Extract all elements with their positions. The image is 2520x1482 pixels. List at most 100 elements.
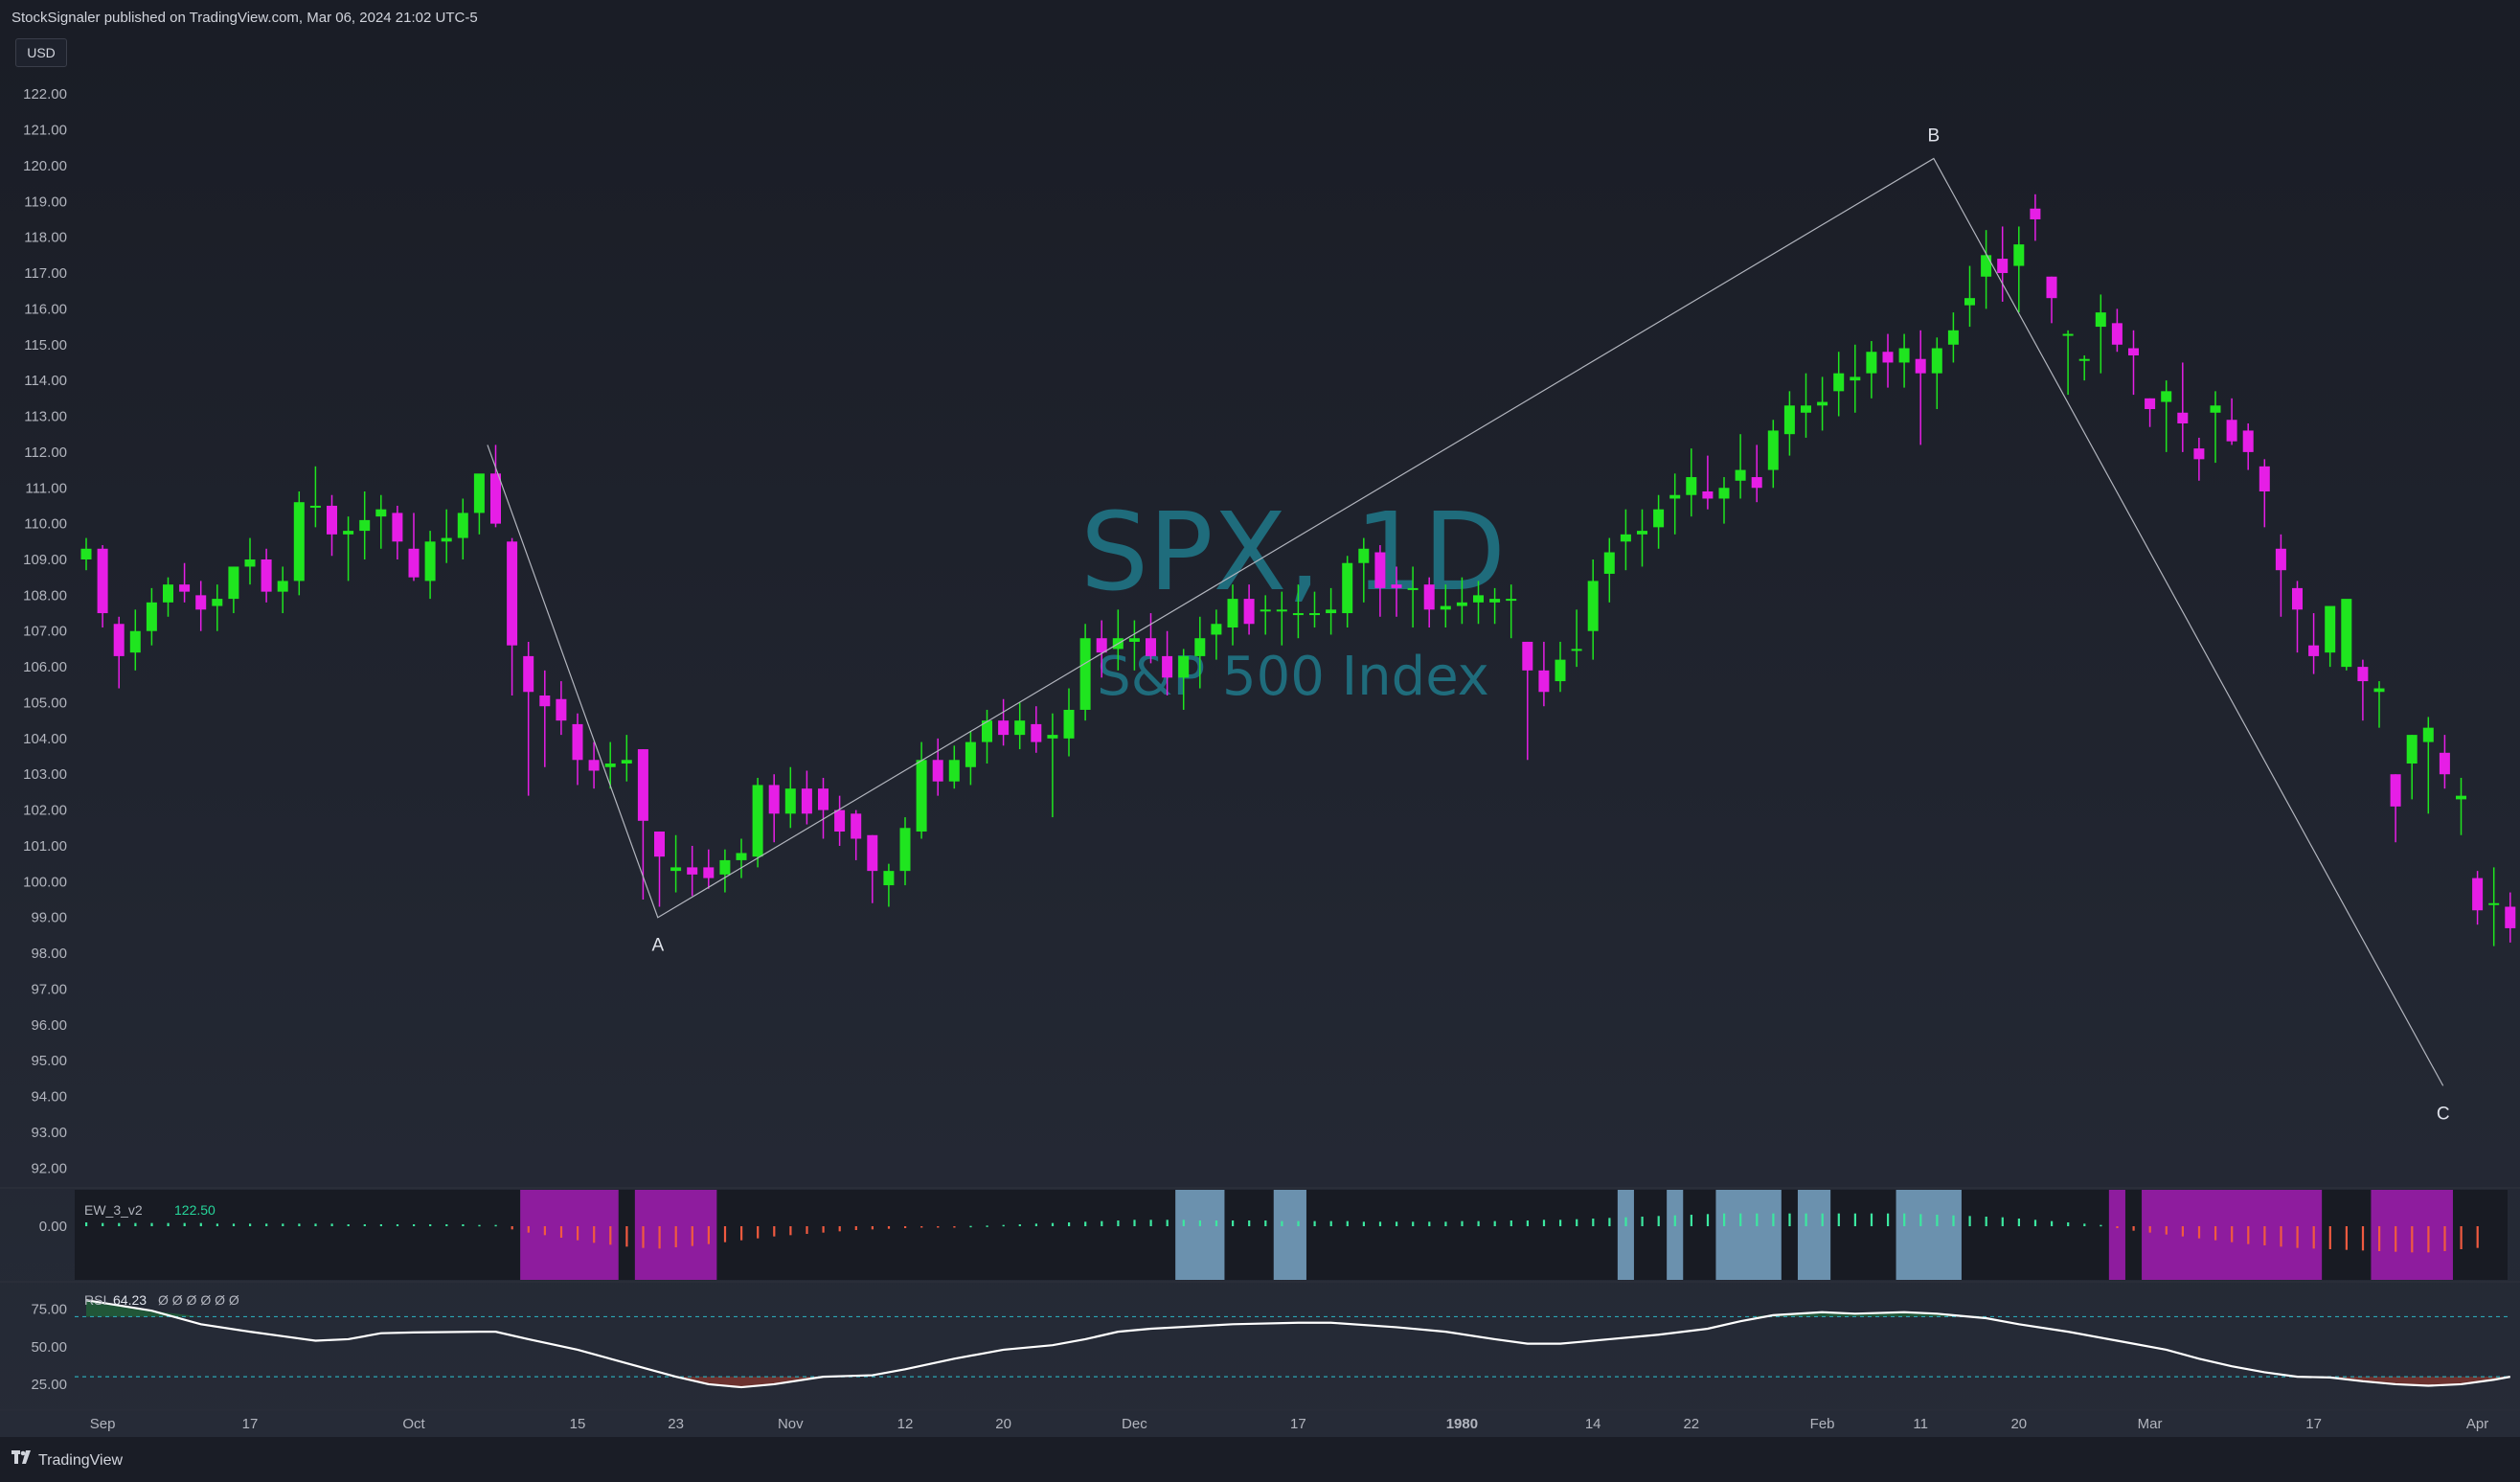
candle[interactable]: [2078, 354, 2090, 381]
candle[interactable]: [1456, 577, 1467, 625]
candle[interactable]: [375, 494, 387, 549]
candle[interactable]: [1587, 559, 1599, 660]
candle[interactable]: [916, 741, 927, 839]
candle[interactable]: [1227, 584, 1238, 646]
candle[interactable]: [784, 766, 796, 829]
candle[interactable]: [768, 774, 780, 843]
candle[interactable]: [1915, 330, 1926, 445]
candle[interactable]: [1817, 376, 1828, 431]
candle[interactable]: [359, 490, 371, 559]
candle[interactable]: [2373, 681, 2385, 728]
candle[interactable]: [2325, 605, 2336, 668]
candle[interactable]: [2013, 226, 2025, 313]
candle[interactable]: [2292, 581, 2303, 653]
time-axis[interactable]: Sep 17 Oct 15 23 Nov 12 20 Dec 17 1980 14 22 Feb 11 20 M…: [0, 1409, 2520, 1432]
candle[interactable]: [2357, 659, 2369, 721]
candle[interactable]: [424, 531, 436, 600]
candle[interactable]: [261, 548, 272, 603]
candle[interactable]: [523, 641, 534, 796]
candle[interactable]: [277, 566, 288, 614]
candle[interactable]: [163, 577, 173, 617]
candle[interactable]: [457, 498, 468, 559]
candle[interactable]: [1882, 333, 1894, 388]
candle[interactable]: [97, 545, 108, 627]
candle[interactable]: [1947, 312, 1959, 363]
candle[interactable]: [818, 777, 829, 839]
candle[interactable]: [1931, 337, 1942, 410]
candle[interactable]: [1423, 577, 1435, 627]
candle[interactable]: [719, 849, 731, 893]
candle[interactable]: [965, 731, 976, 786]
chart-canvas[interactable]: SPX, 1D S&P 500 Index 122.00121.00120.00…: [0, 36, 2520, 1437]
candle[interactable]: [1538, 641, 1550, 707]
candle[interactable]: [2505, 892, 2516, 943]
candle[interactable]: [2046, 276, 2057, 324]
candle[interactable]: [1096, 620, 1107, 678]
candle[interactable]: [851, 809, 862, 860]
candle[interactable]: [654, 832, 665, 907]
candle[interactable]: [588, 741, 600, 789]
candle[interactable]: [212, 584, 223, 631]
candle[interactable]: [1309, 591, 1320, 627]
candle[interactable]: [1031, 706, 1042, 753]
candle[interactable]: [2406, 735, 2418, 800]
candle[interactable]: [80, 537, 92, 571]
candle[interactable]: [1047, 713, 1058, 818]
candle[interactable]: [1637, 509, 1647, 567]
candle[interactable]: [146, 587, 157, 646]
candle[interactable]: [1079, 624, 1091, 721]
candle[interactable]: [1751, 445, 1762, 503]
candle[interactable]: [539, 670, 551, 767]
candle[interactable]: [1735, 434, 1746, 499]
candle[interactable]: [408, 513, 420, 581]
candle[interactable]: [1178, 649, 1190, 710]
candle[interactable]: [129, 609, 141, 671]
candle[interactable]: [2030, 194, 2041, 241]
candle[interactable]: [1260, 595, 1271, 635]
candle[interactable]: [1194, 616, 1206, 689]
candle[interactable]: [2193, 437, 2205, 481]
candle[interactable]: [1702, 455, 1714, 510]
ew-indicator-panel[interactable]: 0.00 EW_3_v2 122.50: [0, 1187, 2520, 1280]
candle[interactable]: [179, 562, 191, 603]
candle[interactable]: [883, 863, 895, 907]
candle[interactable]: [2341, 599, 2352, 671]
candle[interactable]: [1440, 584, 1451, 627]
candle[interactable]: [2242, 422, 2254, 470]
candle[interactable]: [556, 681, 567, 736]
candle[interactable]: [572, 713, 583, 786]
candle[interactable]: [670, 834, 682, 893]
candle[interactable]: [1898, 333, 1910, 388]
price-axis[interactable]: 122.00 121.00 120.00 119.00 118.00 117.00 116.…: [23, 86, 67, 1176]
candle[interactable]: [1718, 477, 1730, 524]
candle[interactable]: [473, 473, 485, 535]
candle[interactable]: [1833, 352, 1845, 417]
rsi-indicator-panel[interactable]: 75.00 50.00 25.00 RSI 64.23 Ø Ø Ø Ø Ø Ø: [0, 1281, 2520, 1393]
candle[interactable]: [1981, 230, 1992, 309]
candle[interactable]: [801, 770, 812, 825]
candle[interactable]: [1620, 509, 1631, 571]
candle[interactable]: [2226, 398, 2237, 445]
candle[interactable]: [2161, 380, 2172, 452]
candle[interactable]: [1014, 702, 1026, 750]
candle[interactable]: [1669, 473, 1681, 535]
candle[interactable]: [2259, 459, 2270, 528]
candle[interactable]: [2210, 391, 2221, 464]
candle[interactable]: [507, 537, 518, 696]
candle[interactable]: [1243, 584, 1255, 635]
candle[interactable]: [2111, 308, 2123, 353]
candle[interactable]: [1506, 584, 1517, 639]
candle[interactable]: [1783, 391, 1795, 456]
candle[interactable]: [2390, 774, 2401, 843]
candle[interactable]: [244, 537, 256, 585]
candle[interactable]: [1128, 620, 1140, 671]
candle[interactable]: [982, 709, 992, 764]
currency-badge[interactable]: USD: [15, 38, 67, 67]
candle[interactable]: [1374, 545, 1386, 617]
candle[interactable]: [1686, 448, 1697, 517]
candle[interactable]: [2488, 867, 2500, 946]
candle[interactable]: [1391, 566, 1402, 617]
candle[interactable]: [1358, 537, 1370, 603]
candle[interactable]: [1292, 584, 1304, 639]
candle[interactable]: [327, 494, 337, 557]
